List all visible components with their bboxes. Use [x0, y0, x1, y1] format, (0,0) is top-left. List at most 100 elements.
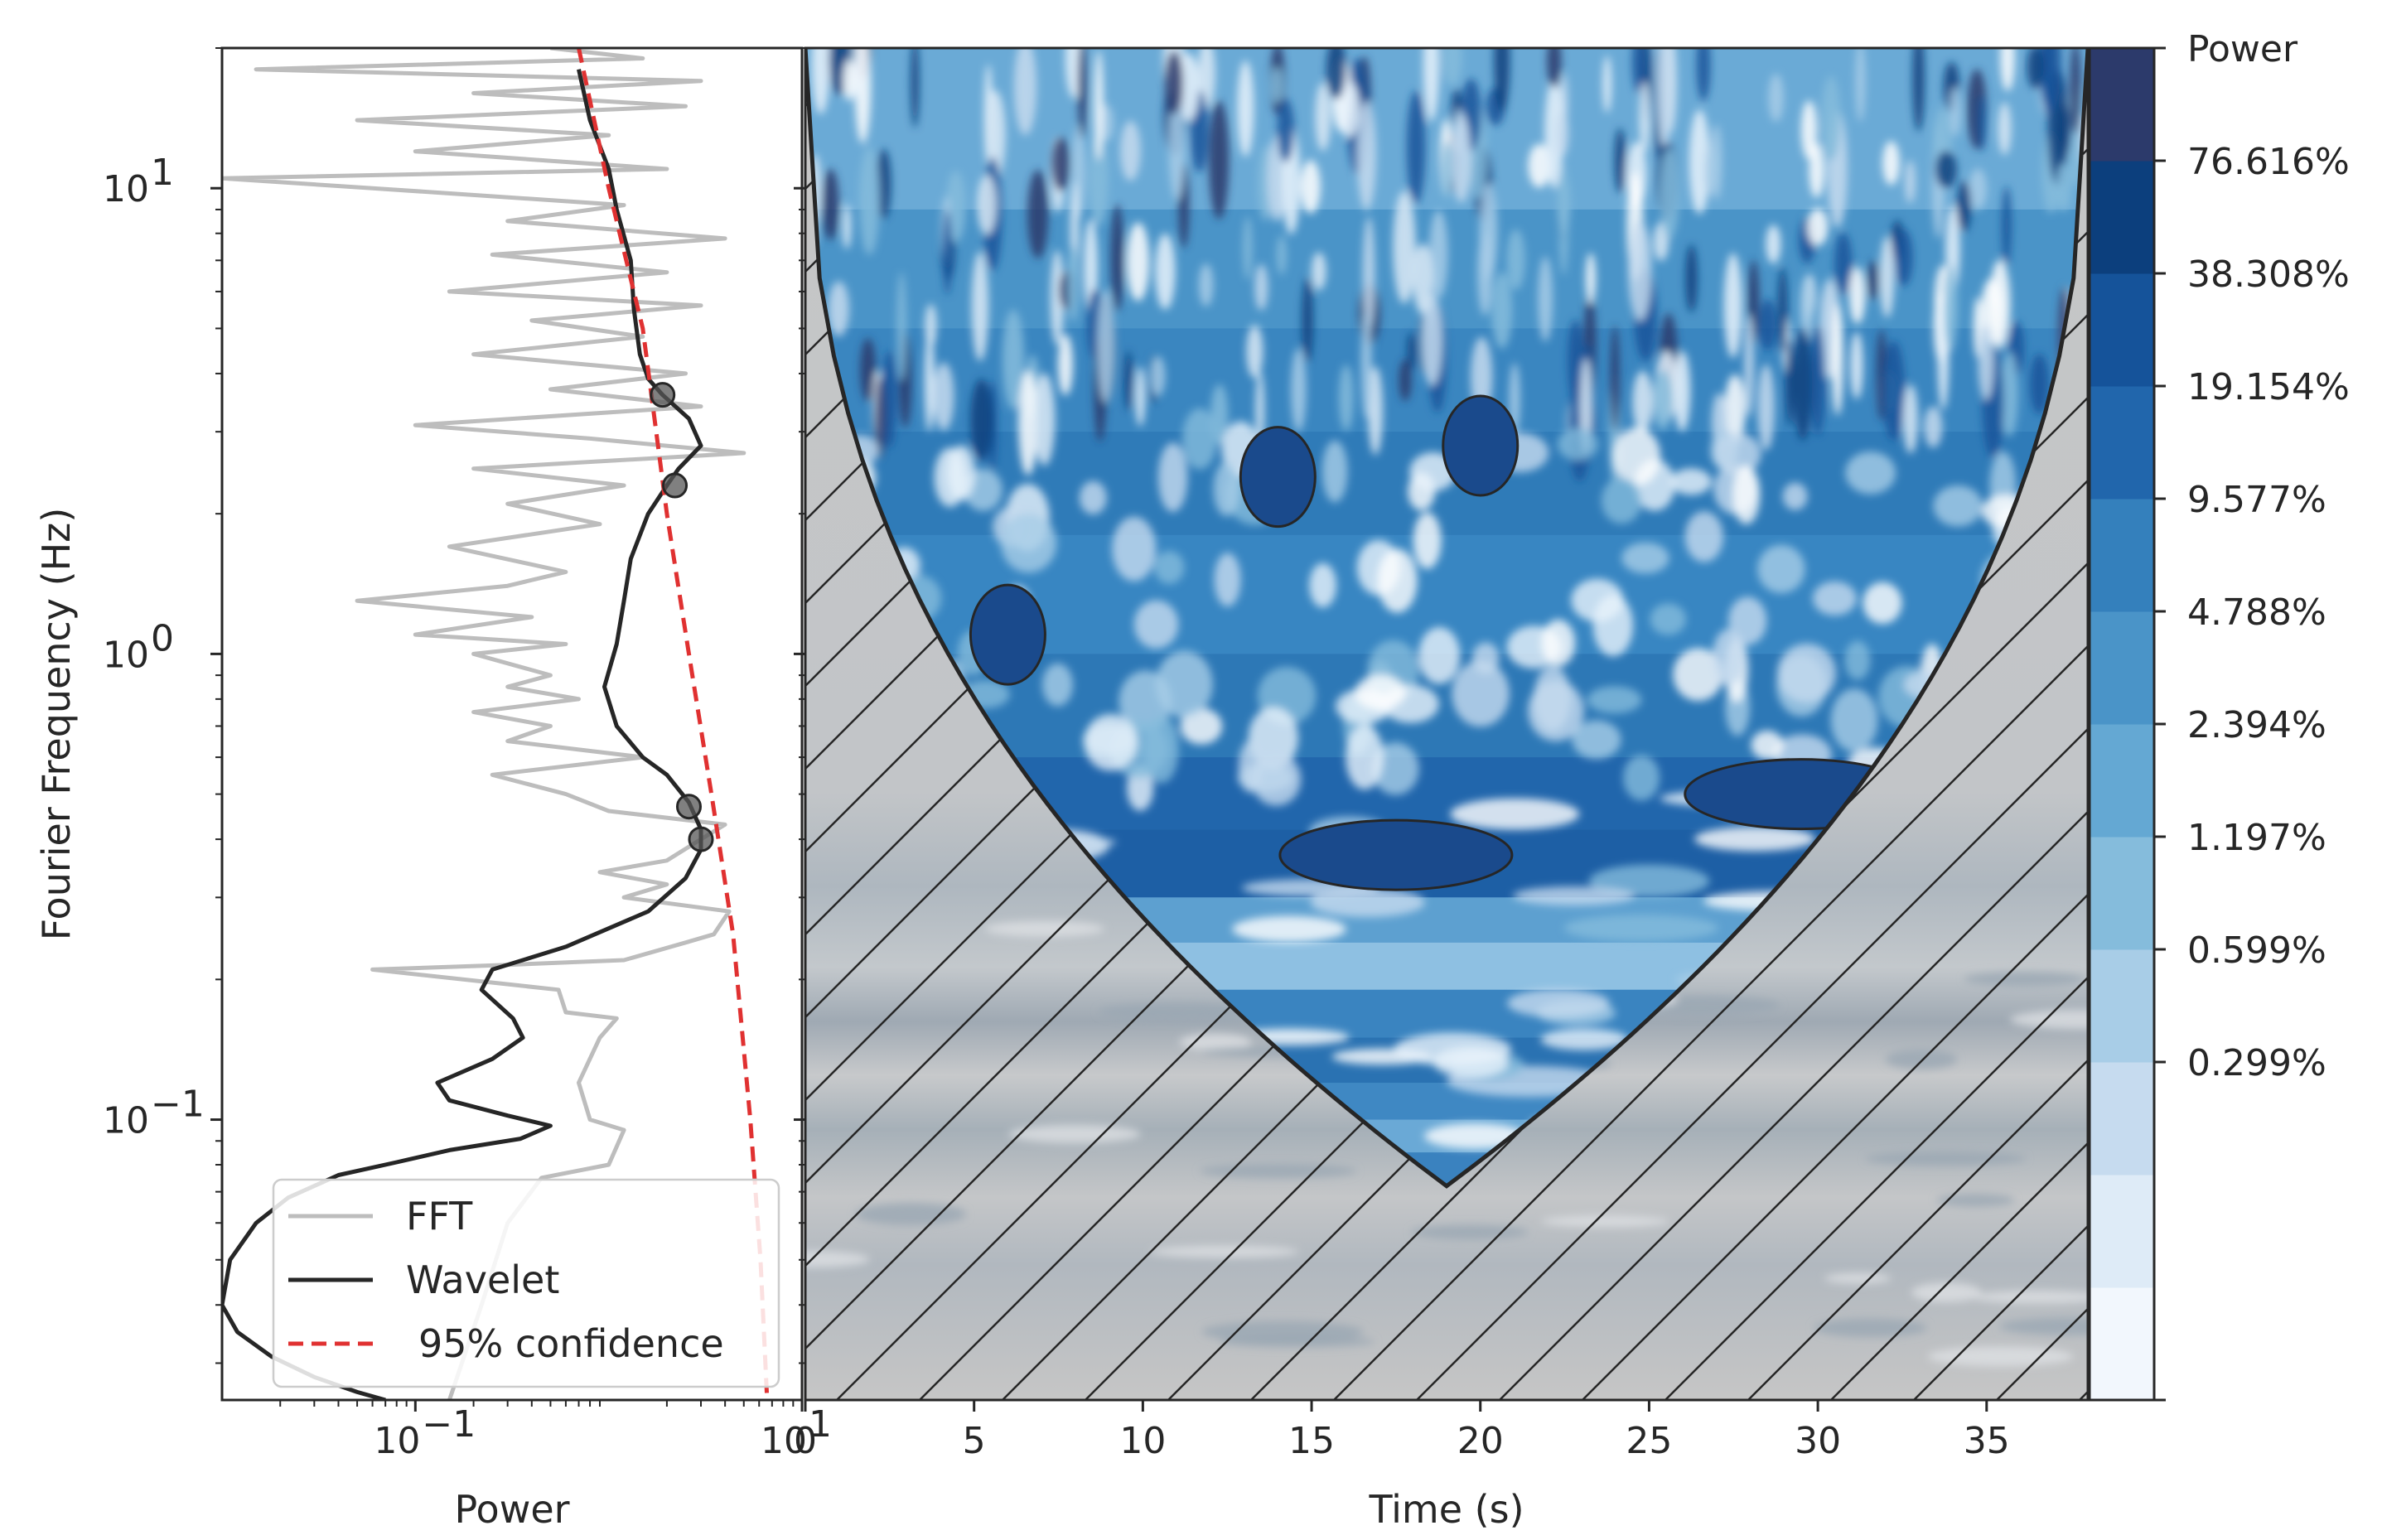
power-patch	[1540, 1028, 1628, 1050]
power-patch	[1393, 191, 1416, 304]
significant-point-0	[650, 382, 676, 408]
power-patch	[1757, 544, 1805, 594]
power-patch	[1800, 100, 1818, 160]
power-patch	[1084, 713, 1138, 771]
power-patch	[1441, 141, 1452, 199]
power-patch	[1744, 314, 1755, 418]
power-patch	[1810, 326, 1825, 437]
power-patch	[1670, 468, 1712, 495]
power-patch	[1759, 298, 1776, 351]
power-patch	[1652, 369, 1674, 430]
power-patch	[1110, 204, 1124, 312]
power-patch	[925, 303, 937, 348]
colorbar-cell-1	[2090, 1175, 2154, 1288]
power-patch	[811, 48, 830, 115]
colorbar-title: Power	[2187, 28, 2298, 70]
power-patch	[1276, 235, 1287, 275]
power-patch	[842, 204, 852, 249]
significant-point-3	[688, 826, 714, 852]
power-patch	[1623, 755, 1660, 801]
power-patch	[1321, 440, 1348, 503]
colorbar-label-6: 1.197%	[2187, 817, 2326, 859]
power-patch	[1209, 100, 1230, 220]
power-patch	[1696, 48, 1711, 102]
significance-contour-4	[1239, 426, 1317, 529]
power-patch	[1592, 594, 1634, 657]
power-patch	[882, 350, 897, 448]
power-patch	[1041, 663, 1074, 707]
power-patch	[1632, 370, 1653, 434]
power-patch	[924, 331, 935, 432]
spectrum-plot-area	[222, 48, 802, 1400]
spectrum-panel: 10 −110 010 110 −1 10 1 FFT Wavelet 95% confid…	[34, 46, 832, 1532]
power-patch	[1050, 250, 1065, 345]
power-patch	[859, 146, 880, 255]
power-patch	[843, 59, 856, 101]
power-patch	[1406, 90, 1426, 205]
power-patch	[1821, 75, 1841, 161]
power-patch	[1407, 332, 1416, 370]
power-patch	[1924, 406, 1943, 448]
colorbar-cell-9	[2090, 273, 2154, 387]
power-patch	[874, 377, 886, 459]
significance-contour-5	[1442, 394, 1520, 497]
power-patch	[1362, 216, 1375, 331]
power-patch	[1251, 752, 1302, 806]
power-patch	[1277, 98, 1294, 162]
significance-contour-0	[1278, 818, 1514, 891]
power-patch	[1399, 359, 1412, 402]
power-patch	[1710, 124, 1722, 200]
power-patch	[1346, 724, 1384, 790]
power-patch	[1613, 427, 1661, 486]
x-tick-label-0: 10	[374, 1420, 420, 1462]
power-patch	[1989, 259, 2011, 350]
power-patch	[1182, 408, 1217, 470]
time-tick-label-1: 5	[963, 1420, 986, 1462]
power-patch	[1507, 988, 1610, 1018]
significance-contour-3	[969, 583, 1046, 686]
legend-label-wavelet: Wavelet	[406, 1258, 559, 1302]
power-patch	[1855, 48, 1866, 123]
power-patch	[2000, 48, 2015, 92]
power-patch	[1000, 513, 1057, 573]
power-patch	[1782, 482, 1808, 510]
power-patch	[1311, 252, 1326, 291]
power-patch	[1112, 516, 1157, 582]
legend-label-confidence: 95% confidence	[418, 1321, 724, 1366]
power-patch	[1830, 688, 1878, 752]
power-patch	[860, 338, 877, 402]
power-patch	[1450, 798, 1580, 830]
power-patch	[1639, 81, 1650, 153]
colorbar-cell-11	[2090, 48, 2154, 162]
power-patch	[1777, 267, 1788, 354]
colorbar-label-1: 38.308%	[2187, 253, 2350, 296]
power-patch	[1355, 674, 1406, 710]
power-patch	[1894, 229, 1913, 287]
y-tick-label-2: 10	[103, 168, 149, 210]
power-patch	[1978, 325, 1994, 401]
power-patch	[971, 251, 989, 362]
colorbar-cell-5	[2090, 724, 2154, 838]
x-tick-exponent-1: 1	[809, 1403, 832, 1446]
power-patch	[1360, 310, 1372, 419]
power-patch	[970, 379, 993, 461]
colorbar-cell-3	[2090, 949, 2154, 1063]
power-patch	[1912, 48, 1925, 132]
power-patch	[1905, 160, 1916, 204]
power-patch	[2001, 186, 2012, 266]
power-patch	[1248, 707, 1298, 770]
spectrum-axes-frame	[220, 46, 804, 1402]
power-patch	[822, 168, 839, 240]
power-patch	[977, 174, 997, 235]
wavelet-panel: 0 5 10 15 20 25 30 35 Time (s)	[794, 46, 2090, 1532]
power-patch	[1168, 91, 1186, 200]
power-patch	[1337, 81, 1360, 138]
power-patch	[1512, 886, 1636, 905]
power-patch	[1588, 864, 1710, 898]
power-patch	[1094, 50, 1104, 161]
power-patch	[1338, 364, 1354, 432]
power-patch	[1863, 582, 1902, 625]
power-patch	[1689, 109, 1710, 215]
power-patch	[1135, 366, 1146, 427]
power-patch	[1563, 915, 1719, 942]
